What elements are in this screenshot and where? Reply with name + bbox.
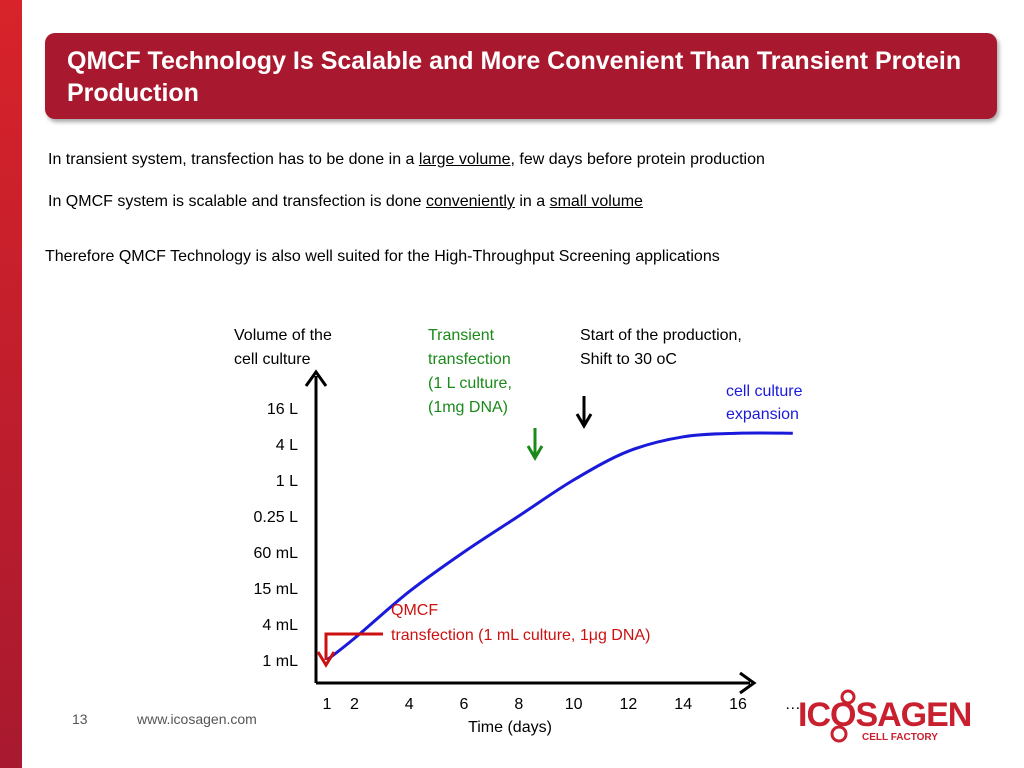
y-tick-label: 4 mL: [262, 617, 298, 634]
transient-arrow-head: [526, 445, 544, 461]
bullet-1-underline: large volume: [418, 151, 511, 168]
bullet-1: In transient system, transfection has to…: [48, 150, 765, 170]
x-tick-label: 8: [514, 696, 523, 713]
bullet-2-text-mid: in a: [514, 193, 550, 210]
transient-annotation: (1mg DNA): [428, 399, 508, 416]
bullet-1-text: In transient system, transfection has to…: [48, 151, 419, 168]
footer-url: www.icosagen.com: [137, 711, 257, 727]
y-axis-title: Volume of the: [234, 327, 332, 344]
side-accent-bar: [0, 0, 22, 768]
series-label: expansion: [726, 406, 799, 423]
x-tick-label: 16: [729, 696, 747, 713]
y-axis-title: cell culture: [234, 351, 311, 368]
x-tick-label: 10: [565, 696, 583, 713]
qmcf-arrow-head: [316, 651, 336, 668]
y-tick-label: 0.25 L: [254, 509, 299, 526]
x-tick-label: 4: [405, 696, 414, 713]
company-logo: ICOSAGEN CELL FACTORY: [796, 688, 972, 748]
x-axis-arrowhead: [739, 671, 757, 695]
y-tick-label: 1 L: [276, 473, 298, 490]
production-arrow-head: [575, 413, 593, 429]
qmcf-annotation: transfection (1 mL culture, 1μg DNA): [391, 627, 650, 644]
logo-subtext: CELL FACTORY: [862, 732, 938, 743]
y-axis-arrowhead: [304, 369, 328, 387]
bullet-1-text-end: , few days before protein production: [510, 151, 765, 168]
x-tick-label: 14: [674, 696, 692, 713]
x-tick-label: 6: [460, 696, 469, 713]
qmcf-arrow-line: [324, 632, 383, 660]
bullet-3: Therefore QMCF Technology is also well s…: [45, 247, 720, 267]
qmcf-annotation: QMCF: [391, 602, 438, 619]
series-line-growth: [326, 431, 793, 662]
x-tick-label: 12: [620, 696, 638, 713]
x-tick-label: 2: [350, 696, 359, 713]
logo-text: ICOSAGEN: [798, 696, 972, 734]
production-annotation: Shift to 30 oC: [580, 351, 677, 368]
bullet-2-underline-2: small volume: [549, 193, 643, 210]
bullet-2: In QMCF system is scalable and transfect…: [48, 192, 643, 212]
bullet-2-text: In QMCF system is scalable and transfect…: [48, 193, 426, 210]
transient-annotation: Transient: [428, 327, 495, 344]
x-axis-title: Time (days): [468, 719, 552, 736]
y-tick-label: 60 mL: [254, 545, 299, 562]
bullet-3-text: Therefore QMCF Technology is also well s…: [45, 248, 720, 265]
slide-title-banner: QMCF Technology Is Scalable and More Con…: [45, 33, 997, 119]
series-label: cell culture: [726, 383, 803, 400]
slide-title: QMCF Technology Is Scalable and More Con…: [67, 47, 962, 107]
y-tick-label: 4 L: [276, 437, 298, 454]
y-tick-label: 16 L: [267, 401, 298, 418]
y-tick-label: 1 mL: [262, 653, 298, 670]
x-tick-label: 1: [323, 696, 332, 713]
logo-mark: [830, 689, 856, 743]
bullet-2-underline-1: conveniently: [425, 193, 515, 210]
production-annotation: Start of the production,: [580, 327, 742, 344]
x-tick-label: …: [785, 696, 801, 713]
page-number: 13: [72, 711, 88, 727]
transient-annotation: (1 L culture,: [428, 375, 512, 392]
y-tick-label: 15 mL: [254, 581, 299, 598]
transient-annotation: transfection: [428, 351, 511, 368]
